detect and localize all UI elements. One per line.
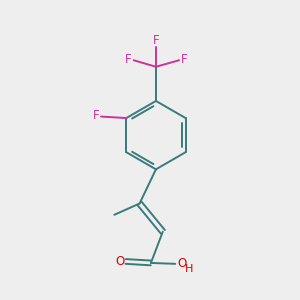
Text: O: O [115, 255, 124, 268]
Text: H: H [185, 264, 194, 274]
Text: F: F [181, 53, 188, 66]
Text: F: F [92, 110, 99, 122]
Text: O: O [177, 257, 186, 270]
Text: F: F [125, 53, 132, 66]
Text: F: F [153, 34, 159, 46]
